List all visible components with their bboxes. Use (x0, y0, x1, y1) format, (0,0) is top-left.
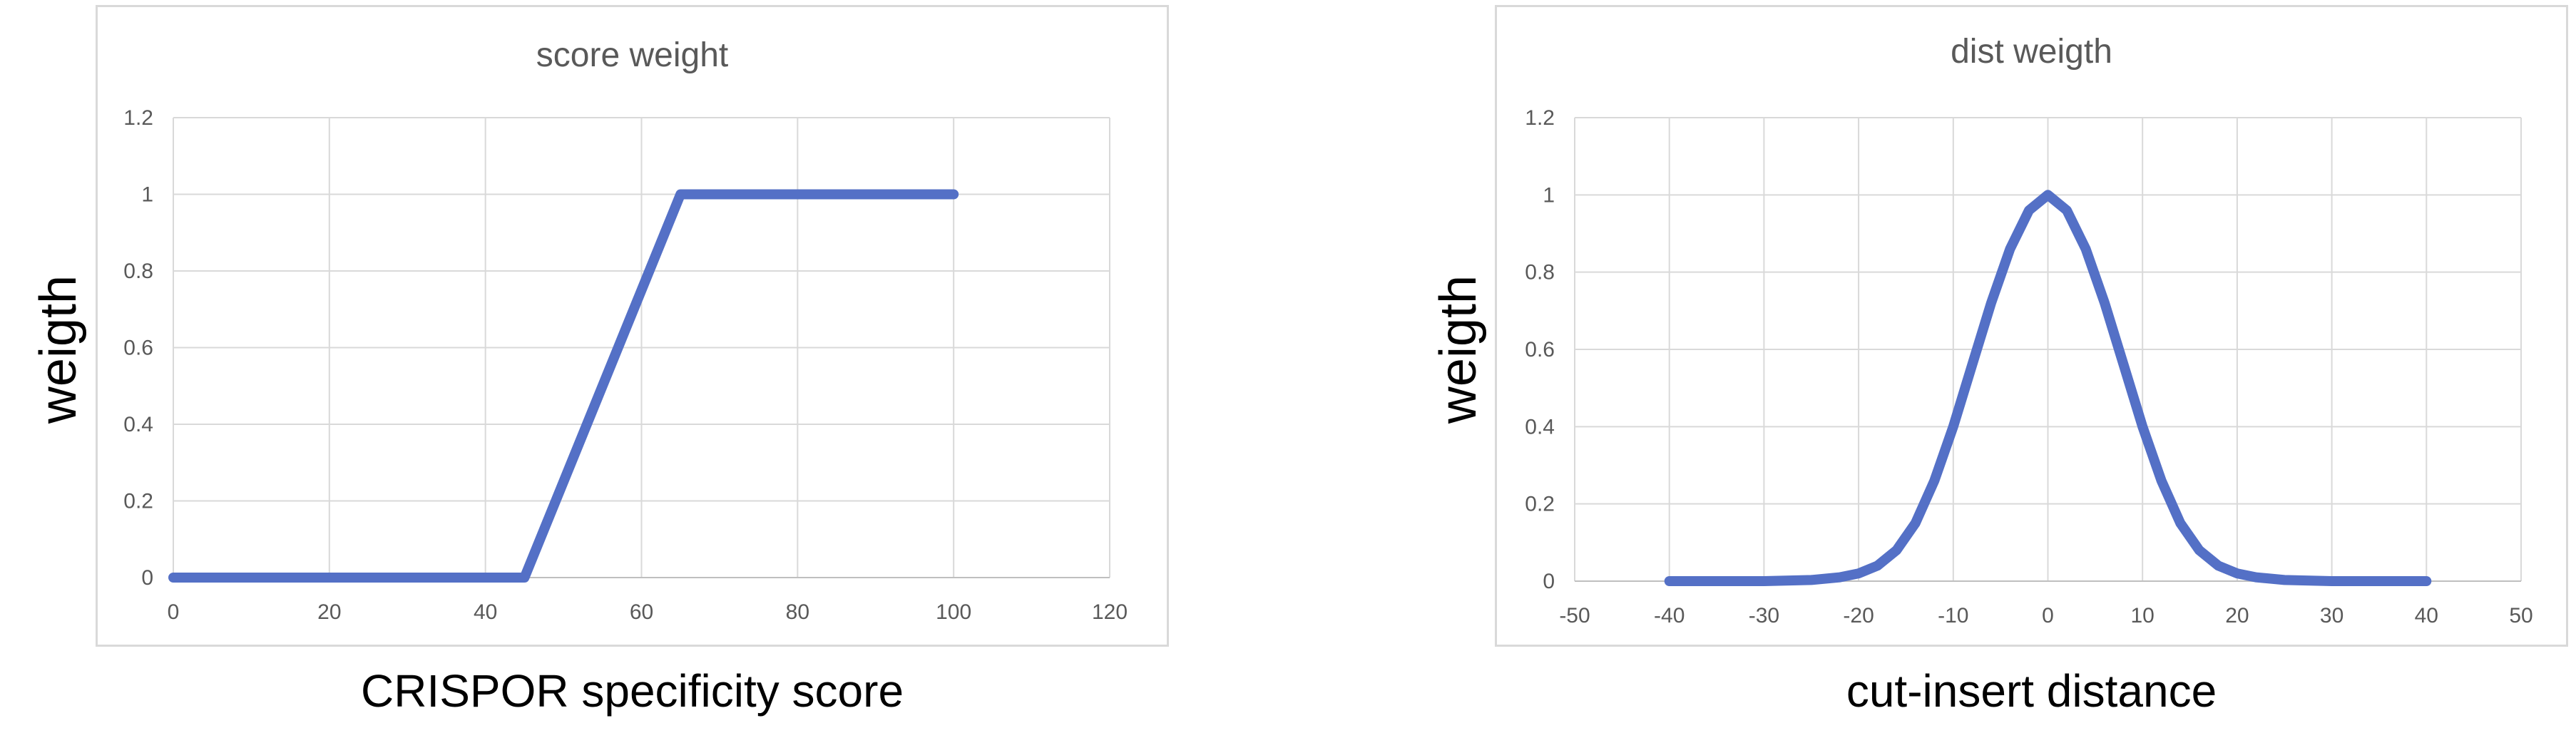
y-tick-label: 0 (1543, 570, 1555, 593)
y-tick-label: 0.4 (1525, 415, 1555, 439)
x-tick-label: 40 (2415, 604, 2438, 627)
y-tick-label: 0 (141, 566, 153, 590)
chart-title: score weight (536, 36, 729, 74)
score-weight-chart: score weight 0 20 40 60 80 100 120 0 0.2 0.4 0.6 0.… (96, 5, 1169, 647)
y-tick-label: 1 (1543, 183, 1555, 207)
dist-weight-plot: -50 -40 -30 -20 -10 0 10 20 30 40 50 0 0.2 0.4 0.6 0.8 1… (1525, 106, 2532, 627)
y-axis-label: weigth (1430, 275, 1487, 424)
x-tick-label: 120 (1092, 600, 1128, 624)
chart-title: dist weigth (1951, 33, 2112, 71)
series-line (1664, 190, 2432, 586)
x-tick-label: 30 (2320, 604, 2344, 627)
y-tick-label: 0.8 (123, 260, 153, 283)
dist-weight-chart: dist weigth -50 -40 -30 -20 -10 0 10 20 30 40 50 0 0… (1495, 5, 2568, 647)
x-axis-label: cut-insert distance (1846, 665, 2217, 717)
x-tick-label: -50 (1559, 604, 1590, 627)
y-tick-label: 0.6 (1525, 338, 1555, 362)
y-tick-label: 1.2 (123, 106, 153, 130)
x-tick-label: 0 (2042, 604, 2054, 627)
x-tick-label: 10 (2131, 604, 2155, 627)
y-tick-label: 1 (141, 183, 153, 207)
x-tick-label: 20 (2225, 604, 2249, 627)
x-tick-label: 0 (168, 600, 180, 624)
y-tick-label: 0.2 (123, 490, 153, 513)
y-tick-label: 0.4 (123, 413, 153, 436)
score-weight-plot: 0 20 40 60 80 100 120 0 0.2 0.4 0.6 0.8 1 1.2 (123, 106, 1128, 624)
y-tick-label: 1.2 (1525, 106, 1555, 130)
y-tick-label: 0.8 (1525, 261, 1555, 285)
x-tick-label: -10 (1938, 604, 1968, 627)
x-tick-label: 50 (2509, 604, 2532, 627)
y-tick-label: 0.6 (123, 337, 153, 360)
x-tick-label: 60 (630, 600, 653, 624)
x-axis-label: CRISPOR specificity score (360, 665, 904, 717)
y-tick-label: 0.2 (1525, 493, 1555, 516)
x-tick-label: -30 (1749, 604, 1779, 627)
x-tick-label: 20 (317, 600, 341, 624)
x-tick-label: 40 (474, 600, 497, 624)
x-tick-label: 80 (786, 600, 809, 624)
x-tick-label: -20 (1843, 604, 1874, 627)
x-tick-label: 100 (936, 600, 971, 624)
y-axis-label: weigth (30, 275, 87, 424)
x-tick-label: -40 (1654, 604, 1685, 627)
series-line (168, 189, 959, 583)
